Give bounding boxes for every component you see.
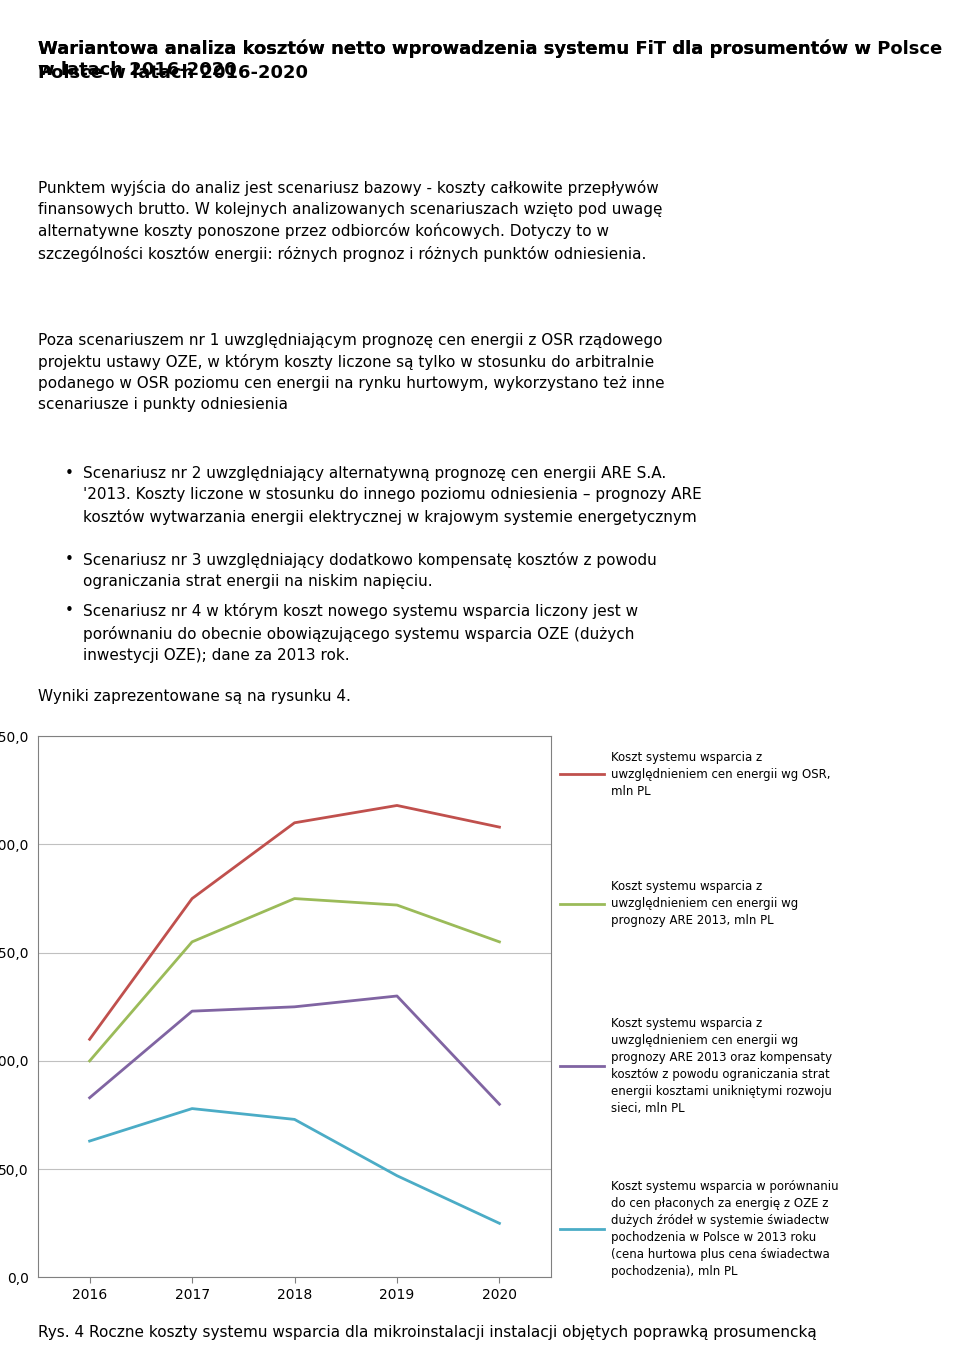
Text: Rys. 4 Roczne koszty systemu wsparcia dla mikroinstalacji instalacji objętych po: Rys. 4 Roczne koszty systemu wsparcia dl…	[38, 1325, 817, 1340]
Text: Scenariusz nr 3 uwzględniający dodatkowo kompensatę kosztów z powodu
ograniczani: Scenariusz nr 3 uwzględniający dodatkowo…	[83, 552, 657, 590]
Text: Koszt systemu wsparcia z
uwzględnieniem cen energii wg
prognozy ARE 2013 oraz ko: Koszt systemu wsparcia z uwzględnieniem …	[611, 1018, 832, 1116]
Text: Punktem wyjścia do analiz jest scenariusz bazowy - koszty całkowite przepływów
f: Punktem wyjścia do analiz jest scenarius…	[38, 179, 663, 262]
Text: •: •	[65, 466, 74, 481]
Text: •: •	[65, 603, 74, 618]
Text: Koszt systemu wsparcia w porównaniu
do cen płaconych za energię z OZE z
dużych ź: Koszt systemu wsparcia w porównaniu do c…	[611, 1180, 838, 1277]
Text: Poza scenariuszem nr 1 uwzględniającym prognozę cen energii z OSR rządowego
proj: Poza scenariuszem nr 1 uwzględniającym p…	[38, 333, 665, 412]
Text: Scenariusz nr 4 w którym koszt nowego systemu wsparcia liczony jest w
porównaniu: Scenariusz nr 4 w którym koszt nowego sy…	[83, 603, 637, 663]
Text: Wariantowa analiza kosztów netto wprowadzenia systemu FiT dla prosumentów w
Pols: Wariantowa analiza kosztów netto wprowad…	[38, 39, 872, 82]
Text: Wyniki zaprezentowane są na rysunku 4.: Wyniki zaprezentowane są na rysunku 4.	[38, 689, 351, 704]
Text: Koszt systemu wsparcia z
uwzględnieniem cen energii wg OSR,
mln PL: Koszt systemu wsparcia z uwzględnieniem …	[611, 750, 830, 798]
Text: •: •	[65, 552, 74, 567]
Text: Scenariusz nr 2 uwzględniający alternatywną prognozę cen energii ARE S.A.
'2013.: Scenariusz nr 2 uwzględniający alternaty…	[83, 466, 702, 525]
Text: Wariantowa analiza kosztów netto wprowadzenia systemu FiT dla prosumentów w Pols: Wariantowa analiza kosztów netto wprowad…	[38, 39, 943, 79]
Text: Koszt systemu wsparcia z
uwzględnieniem cen energii wg
prognozy ARE 2013, mln PL: Koszt systemu wsparcia z uwzględnieniem …	[611, 881, 798, 927]
